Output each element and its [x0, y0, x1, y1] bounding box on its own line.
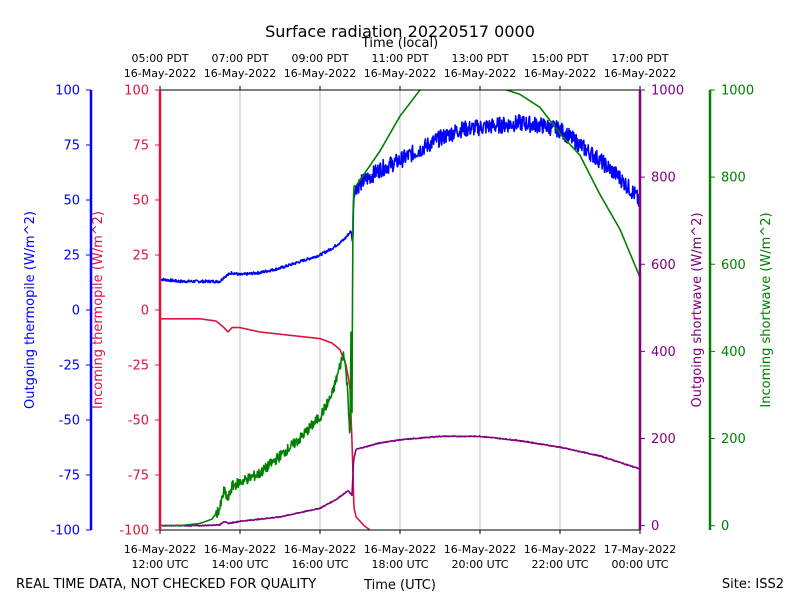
incoming-thermopile-axis-label: Incoming thermopile (W/m^2) — [91, 211, 106, 409]
x2-tick-label: 16-May-2022 — [444, 67, 516, 80]
quality-disclaimer: REAL TIME DATA, NOT CHECKED FOR QUALITY — [16, 577, 316, 592]
outgoing-shortwave-axis-label: Outgoing shortwave (W/m^2) — [690, 212, 705, 407]
y-tick-label: -50 — [59, 414, 80, 429]
x-tick-label: 16:00 UTC — [291, 558, 348, 571]
y-tick-label: -50 — [128, 414, 149, 429]
outgoing-thermopile-line — [160, 114, 640, 284]
top-axis-label: Time (local) — [361, 36, 438, 51]
bottom-axis-label: Time (UTC) — [363, 578, 436, 593]
x-tick-label: 22:00 UTC — [531, 558, 588, 571]
grid-lines — [239, 90, 561, 530]
y-tick-label: 800 — [651, 171, 676, 186]
x2-tick-label: 16-May-2022 — [204, 67, 276, 80]
x-tick-label: 16-May-2022 — [444, 543, 516, 556]
x2-tick-label: 16-May-2022 — [524, 67, 596, 80]
outgoing-shortwave-line — [160, 435, 640, 527]
x-tick-label: 14:00 UTC — [211, 558, 268, 571]
y-tick-label: 0 — [72, 304, 80, 319]
x-tick-label: 00:00 UTC — [611, 558, 668, 571]
x2-tick-label: 07:00 PDT — [211, 52, 268, 65]
y-tick-label: 1000 — [651, 84, 684, 99]
y-tick-label: 50 — [63, 194, 80, 209]
x-tick-label: 16-May-2022 — [204, 543, 276, 556]
x-tick-label: 16-May-2022 — [124, 543, 196, 556]
x-tick-label: 16-May-2022 — [524, 543, 596, 556]
x-tick-label: 16-May-2022 — [284, 543, 356, 556]
y-tick-label: 200 — [651, 432, 676, 447]
x-tick-label: 17-May-2022 — [604, 543, 676, 556]
x2-tick-label: 16-May-2022 — [124, 67, 196, 80]
y-tick-label: 75 — [132, 139, 149, 154]
y-tick-label: 0 — [651, 519, 659, 534]
x2-tick-label: 16-May-2022 — [284, 67, 356, 80]
y-tick-label: 0 — [141, 304, 149, 319]
outgoing-thermopile-axis-label: Outgoing thermopile (W/m^2) — [23, 211, 38, 409]
y-tick-label: 1000 — [721, 84, 754, 99]
series-layer — [160, 90, 640, 530]
y-tick-label: -100 — [50, 524, 80, 539]
y-tick-label: 400 — [721, 345, 746, 360]
y-tick-label: 25 — [63, 249, 80, 264]
y-tick-label: 100 — [124, 84, 149, 99]
y-tick-label: 75 — [63, 139, 80, 154]
x2-tick-label: 09:00 PDT — [291, 52, 348, 65]
x-tick-label: 18:00 UTC — [371, 558, 428, 571]
y-tick-label: -25 — [59, 359, 80, 374]
x-tick-label: 16-May-2022 — [364, 543, 436, 556]
x-tick-label: 12:00 UTC — [131, 558, 188, 571]
y-tick-label: 0 — [721, 519, 729, 534]
y-tick-label: 800 — [721, 171, 746, 186]
y-tick-label: 400 — [651, 345, 676, 360]
y-tick-label: -25 — [128, 359, 149, 374]
x2-tick-label: 16-May-2022 — [364, 67, 436, 80]
incoming-thermopile-line — [160, 317, 371, 530]
site-label: Site: ISS2 — [722, 577, 784, 592]
x-tick-label: 20:00 UTC — [451, 558, 508, 571]
chart-title: Surface radiation 20220517 0000 — [265, 22, 535, 41]
y-tick-label: -75 — [59, 469, 80, 484]
incoming-shortwave-line — [160, 90, 640, 527]
y-tick-label: 600 — [721, 258, 746, 273]
y-tick-label: 25 — [132, 249, 149, 264]
y-tick-label: 600 — [651, 258, 676, 273]
x2-tick-label: 15:00 PDT — [531, 52, 588, 65]
x2-tick-label: 11:00 PDT — [371, 52, 428, 65]
incoming-shortwave-axis-label: Incoming shortwave (W/m^2) — [759, 212, 774, 407]
x2-tick-label: 13:00 PDT — [451, 52, 508, 65]
x2-tick-label: 16-May-2022 — [604, 67, 676, 80]
y-tick-label: 100 — [55, 84, 80, 99]
y-tick-label: 50 — [132, 194, 149, 209]
x2-tick-label: 05:00 PDT — [131, 52, 188, 65]
x2-tick-label: 17:00 PDT — [611, 52, 668, 65]
y-tick-label: -100 — [119, 524, 149, 539]
y-tick-label: 200 — [721, 432, 746, 447]
axes-layer: 16-May-2022 12:00 UTC 16-May-2022 14:00 UTC… — [23, 52, 774, 571]
y-tick-label: -75 — [128, 469, 149, 484]
